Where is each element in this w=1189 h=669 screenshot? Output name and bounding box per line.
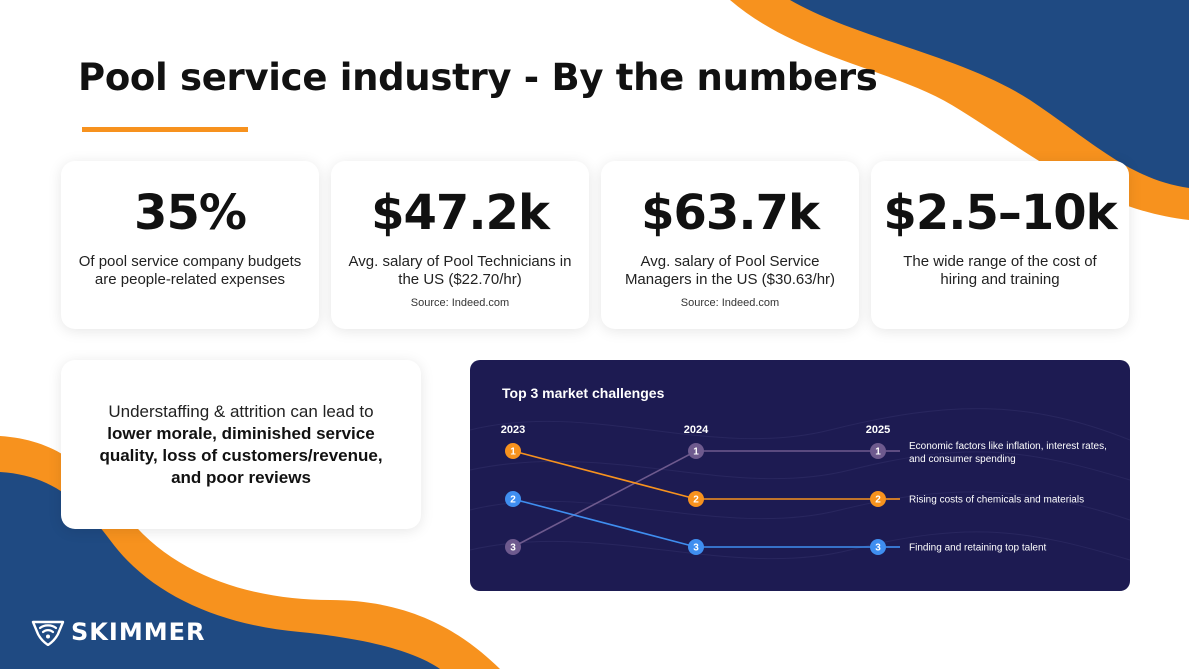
series-label-line: and consumer spending	[909, 454, 1016, 465]
panel-decor-lines	[470, 408, 1130, 561]
wifi-shield-icon	[31, 620, 65, 646]
stat-value: $47.2k	[371, 185, 550, 241]
series-label-line: Economic factors like inflation, interes…	[909, 441, 1107, 452]
stat-description: The wide range of the cost of hiring and…	[903, 253, 1097, 288]
attrition-callout-card: Understaffing & attrition can lead to lo…	[61, 360, 421, 529]
stat-card-hiring-cost: $2.5–10k The wide range of the cost of h…	[871, 161, 1129, 329]
stat-card-budget: 35% Of pool service company budgets are …	[61, 161, 319, 329]
stat-source: Source: Indeed.com	[680, 297, 780, 309]
series-label: Finding and retaining top talent	[909, 543, 1047, 554]
attrition-callout-text: Understaffing & attrition can lead to lo…	[89, 401, 393, 489]
stat-source: Source: Indeed.com	[410, 297, 510, 309]
stat-card-technician-salary: $47.2k Avg. salary of Pool Technicians i…	[331, 161, 589, 329]
stat-description: Avg. salary of Pool Service Managers in …	[624, 253, 836, 288]
page-title: Pool service industry - By the numbers	[78, 56, 878, 99]
top-right-navy-wave	[790, 0, 1189, 188]
rank-marker-label: 3	[693, 543, 699, 554]
rank-marker	[688, 491, 704, 507]
rank-marker-label: 1	[693, 447, 699, 458]
market-challenges-chart: Top 3 market challenges 2023 2024 2025 3 1 1…	[470, 360, 1130, 591]
skimmer-logo: SKIMMER	[31, 618, 205, 646]
series-label: Rising costs of chemicals and materials	[909, 495, 1084, 506]
stat-value: 35%	[134, 185, 247, 241]
rank-marker	[505, 539, 521, 555]
rank-marker	[870, 539, 886, 555]
rank-marker-label: 1	[510, 447, 516, 458]
rank-marker-label: 2	[693, 495, 699, 506]
rank-marker-label: 3	[875, 543, 881, 554]
rank-marker	[505, 491, 521, 507]
callout-intro: Understaffing & attrition can lead to	[108, 401, 374, 421]
rank-marker-label: 1	[875, 447, 881, 458]
rank-marker-label: 3	[510, 543, 516, 554]
rank-marker-label: 2	[875, 495, 881, 506]
stat-value: $2.5–10k	[883, 185, 1117, 241]
bump-chart-svg: Top 3 market challenges 2023 2024 2025 3 1 1…	[470, 385, 1130, 561]
stat-description: Of pool service company budgets are peop…	[78, 253, 302, 288]
title-underline	[82, 127, 248, 132]
stat-description: Avg. salary of Pool Technicians in the U…	[348, 253, 572, 288]
stat-value: $63.7k	[641, 185, 820, 241]
rank-marker	[688, 539, 704, 555]
rank-marker	[870, 491, 886, 507]
bottom-left-navy-wave	[0, 472, 440, 669]
logo-wordmark: SKIMMER	[71, 618, 206, 646]
stat-card-manager-salary: $63.7k Avg. salary of Pool Service Manag…	[601, 161, 859, 329]
rank-marker	[688, 443, 704, 459]
rank-marker	[870, 443, 886, 459]
chart-title: Top 3 market challenges	[502, 385, 665, 401]
callout-emphasis: lower morale, diminished service quality…	[99, 423, 383, 487]
rank-marker-label: 2	[510, 495, 516, 506]
rank-marker	[505, 443, 521, 459]
year-label-2024: 2024	[684, 424, 709, 436]
year-label-2023: 2023	[501, 424, 525, 436]
year-label-2025: 2025	[866, 424, 890, 436]
